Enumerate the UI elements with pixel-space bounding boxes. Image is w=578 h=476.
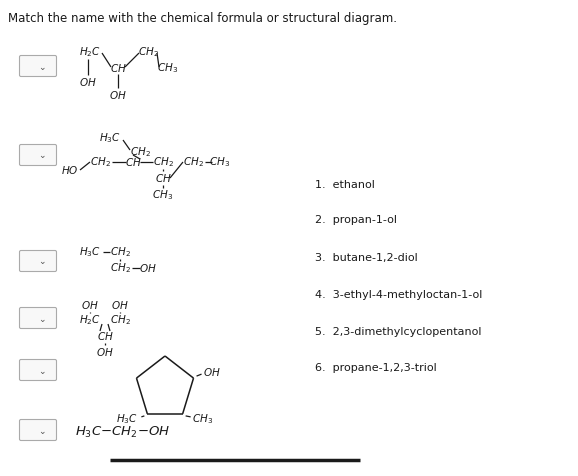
Text: 6.  propane-1,2,3-triol: 6. propane-1,2,3-triol xyxy=(315,363,437,373)
Text: ⌄: ⌄ xyxy=(38,315,46,324)
Text: $CH_3$: $CH_3$ xyxy=(192,412,213,426)
FancyBboxPatch shape xyxy=(20,250,57,271)
Text: ⌄: ⌄ xyxy=(38,151,46,160)
Text: $CH_2$: $CH_2$ xyxy=(110,313,131,327)
Text: ⌄: ⌄ xyxy=(38,426,46,436)
Text: $CH_3$: $CH_3$ xyxy=(157,61,179,75)
Text: $CH$: $CH$ xyxy=(154,172,172,184)
Text: $CH_2$: $CH_2$ xyxy=(138,45,158,59)
Text: $CH_2$: $CH_2$ xyxy=(129,145,150,159)
Text: $CH_3$: $CH_3$ xyxy=(153,188,173,202)
Text: $CH_2$: $CH_2$ xyxy=(90,155,110,169)
Text: $CH$: $CH$ xyxy=(110,62,127,74)
Text: $OH$: $OH$ xyxy=(79,76,97,88)
Text: $OH$: $OH$ xyxy=(139,262,157,274)
Text: ⌄: ⌄ xyxy=(38,367,46,376)
Text: Match the name with the chemical formula or structural diagram.: Match the name with the chemical formula… xyxy=(8,12,397,25)
Text: $CH_2$: $CH_2$ xyxy=(110,245,131,259)
Text: $CH_2$: $CH_2$ xyxy=(153,155,173,169)
Text: 5.  2,3-dimethylcyclopentanol: 5. 2,3-dimethylcyclopentanol xyxy=(315,327,481,337)
Text: $H_3C$: $H_3C$ xyxy=(79,245,101,259)
Text: $CH_2$: $CH_2$ xyxy=(110,261,131,275)
Text: ⌄: ⌄ xyxy=(38,258,46,267)
Text: $CH$: $CH$ xyxy=(125,156,142,168)
Text: 4.  3-ethyl-4-methyloctan-1-ol: 4. 3-ethyl-4-methyloctan-1-ol xyxy=(315,290,483,300)
Text: $OH$: $OH$ xyxy=(109,89,127,101)
Text: $H_3C$: $H_3C$ xyxy=(99,131,121,145)
Text: 3.  butane-1,2-diol: 3. butane-1,2-diol xyxy=(315,253,418,263)
Text: 2.  propan-1-ol: 2. propan-1-ol xyxy=(315,215,397,225)
Text: $H_3C{-}CH_2{-}OH$: $H_3C{-}CH_2{-}OH$ xyxy=(75,425,170,439)
Text: 1.  ethanol: 1. ethanol xyxy=(315,180,375,190)
Text: $H_2C$: $H_2C$ xyxy=(79,45,101,59)
Text: ⌄: ⌄ xyxy=(38,62,46,71)
Text: $H_3C$: $H_3C$ xyxy=(116,412,138,426)
Text: $OH$: $OH$ xyxy=(81,299,99,311)
FancyBboxPatch shape xyxy=(20,307,57,328)
Text: $OH$: $OH$ xyxy=(96,346,114,358)
Text: $CH$: $CH$ xyxy=(97,330,113,342)
FancyBboxPatch shape xyxy=(20,419,57,440)
Text: $OH$: $OH$ xyxy=(203,366,220,378)
Text: $CH_2$: $CH_2$ xyxy=(183,155,203,169)
Text: $OH$: $OH$ xyxy=(111,299,129,311)
Text: $HO$: $HO$ xyxy=(61,164,79,176)
Text: $CH_3$: $CH_3$ xyxy=(209,155,231,169)
FancyBboxPatch shape xyxy=(20,56,57,77)
FancyBboxPatch shape xyxy=(20,359,57,380)
Text: $H_2C$: $H_2C$ xyxy=(79,313,101,327)
FancyBboxPatch shape xyxy=(20,145,57,166)
